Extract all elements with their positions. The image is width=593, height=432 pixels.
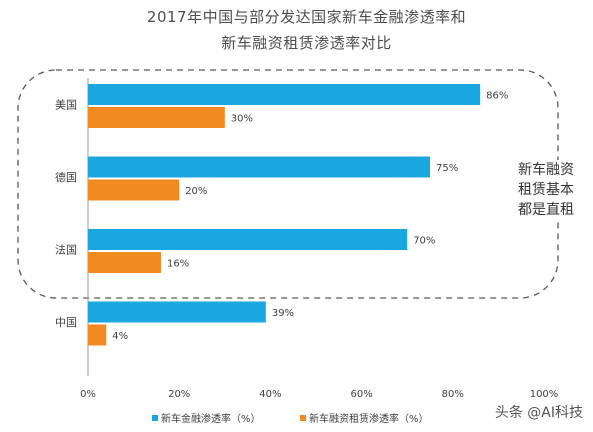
bar-leasing	[88, 324, 107, 346]
data-label-finance: 75%	[436, 163, 458, 174]
data-label-finance: 70%	[413, 236, 435, 247]
x-tick-label: 20%	[168, 389, 190, 400]
legend-label-leasing: 新车融资租赁渗透率（%）	[309, 412, 429, 425]
bar-finance	[88, 84, 481, 105]
annotation-note: 新车融资租赁基本都是直租	[514, 160, 578, 220]
data-label-finance: 39%	[272, 308, 294, 319]
legend-label-finance: 新车金融渗透率（%）	[161, 412, 261, 425]
data-label-leasing: 16%	[167, 259, 189, 270]
x-tick-label: 100%	[530, 389, 559, 400]
bar-finance	[88, 229, 408, 250]
data-label-finance: 86%	[486, 91, 508, 102]
x-tick-label: 60%	[350, 389, 372, 400]
bar-leasing	[88, 179, 180, 201]
chart-title-line2: 新车融资租赁渗透率对比	[221, 34, 392, 52]
data-label-leasing: 30%	[231, 114, 253, 125]
chart-title-line1: 2017年中国与部分发达国家新车金融渗透率和	[146, 8, 467, 26]
data-label-leasing: 4%	[112, 331, 128, 342]
x-tick-label: 0%	[80, 389, 96, 400]
x-tick-label: 80%	[442, 389, 464, 400]
category-label: 德国	[55, 170, 77, 184]
bar-finance	[88, 301, 266, 323]
legend-swatch-leasing	[300, 415, 306, 421]
watermark: 头条 @AI科技	[492, 402, 585, 422]
legend-swatch-finance	[152, 415, 158, 421]
category-label: 美国	[55, 98, 77, 111]
bar-leasing	[88, 107, 225, 128]
bar-finance	[88, 156, 430, 178]
category-label: 中国	[55, 316, 77, 329]
data-label-leasing: 20%	[185, 186, 207, 197]
x-tick-label: 40%	[259, 389, 281, 400]
bar-leasing	[88, 252, 161, 273]
category-label: 法国	[55, 242, 77, 256]
